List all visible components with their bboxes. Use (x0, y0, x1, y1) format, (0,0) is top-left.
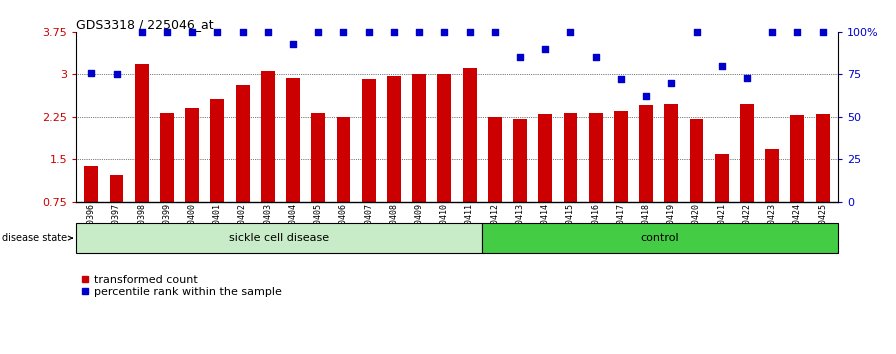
Bar (387, 76, 401, 202)
Point (336, 29, 350, 35)
Point (815, 29, 830, 35)
Point (740, 75, 754, 81)
Bar (690, 119, 703, 202)
Bar (236, 85, 250, 202)
Point (639, 93, 653, 99)
Bar (564, 113, 577, 202)
Bar (76, 223, 482, 253)
Point (412, 29, 426, 35)
Point (564, 29, 578, 35)
Point (437, 29, 452, 35)
Bar (513, 119, 527, 202)
Bar (462, 68, 477, 202)
Text: control: control (641, 233, 679, 243)
Bar (261, 71, 275, 202)
Point (765, 29, 780, 35)
Point (487, 29, 502, 35)
Bar (482, 223, 838, 253)
Point (538, 46, 553, 52)
Point (689, 29, 703, 35)
Bar (790, 115, 805, 202)
Point (715, 63, 729, 69)
Point (84, 70, 99, 75)
Point (236, 29, 250, 35)
Bar (311, 113, 325, 202)
Point (589, 55, 603, 60)
Bar (134, 64, 149, 202)
Point (361, 29, 375, 35)
Bar (109, 175, 124, 202)
Bar (412, 74, 426, 202)
Point (387, 29, 401, 35)
Point (211, 29, 225, 35)
Bar (211, 99, 224, 202)
Bar (84, 166, 99, 202)
Point (109, 72, 124, 77)
Point (513, 55, 527, 60)
Bar (664, 104, 678, 202)
Bar (487, 117, 502, 202)
Bar (337, 118, 350, 202)
Bar (437, 74, 452, 202)
Bar (715, 154, 728, 202)
Point (286, 41, 300, 47)
Bar (589, 113, 603, 202)
Bar (286, 78, 300, 202)
Point (614, 76, 628, 82)
Point (134, 29, 149, 35)
Point (664, 80, 678, 86)
Bar (815, 114, 830, 202)
Point (790, 29, 805, 35)
Bar (362, 79, 375, 202)
Text: disease state: disease state (2, 233, 73, 243)
Bar (740, 104, 754, 202)
Bar (765, 149, 780, 202)
Point (185, 29, 199, 35)
Point (462, 29, 477, 35)
Text: GDS3318 / 225046_at: GDS3318 / 225046_at (76, 18, 214, 31)
Point (311, 29, 325, 35)
Bar (185, 108, 199, 202)
Text: sickle cell disease: sickle cell disease (229, 233, 330, 243)
Bar (614, 111, 628, 202)
Bar (639, 105, 653, 202)
Bar (538, 114, 552, 202)
Point (159, 29, 174, 35)
Bar (160, 113, 174, 202)
Legend: transformed count, percentile rank within the sample: transformed count, percentile rank withi… (82, 275, 282, 297)
Point (261, 29, 275, 35)
